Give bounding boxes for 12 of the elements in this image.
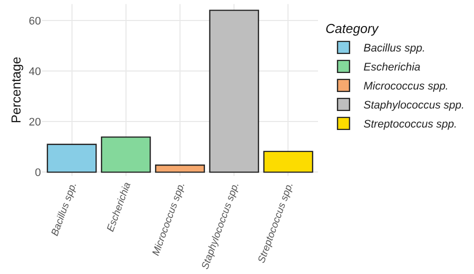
legend-label: Escherichia — [364, 62, 420, 74]
legend-label: Micrococcus spp. — [364, 80, 449, 93]
legend-label: Streptococcus spp. — [364, 118, 458, 131]
x-tick-label: Bacillus spp. — [50, 180, 80, 238]
y-axis-title: Percentage — [8, 56, 24, 124]
y-tick-label: 0 — [34, 167, 41, 180]
legend-label: Bacillus spp. — [364, 42, 426, 55]
y-tick-label: 20 — [28, 116, 41, 128]
y-tick-label: 40 — [28, 66, 41, 78]
y-tick-label: 60 — [28, 15, 41, 28]
legend-label: Staphylococcus spp. — [364, 100, 464, 112]
legend-title: Category — [326, 20, 380, 36]
